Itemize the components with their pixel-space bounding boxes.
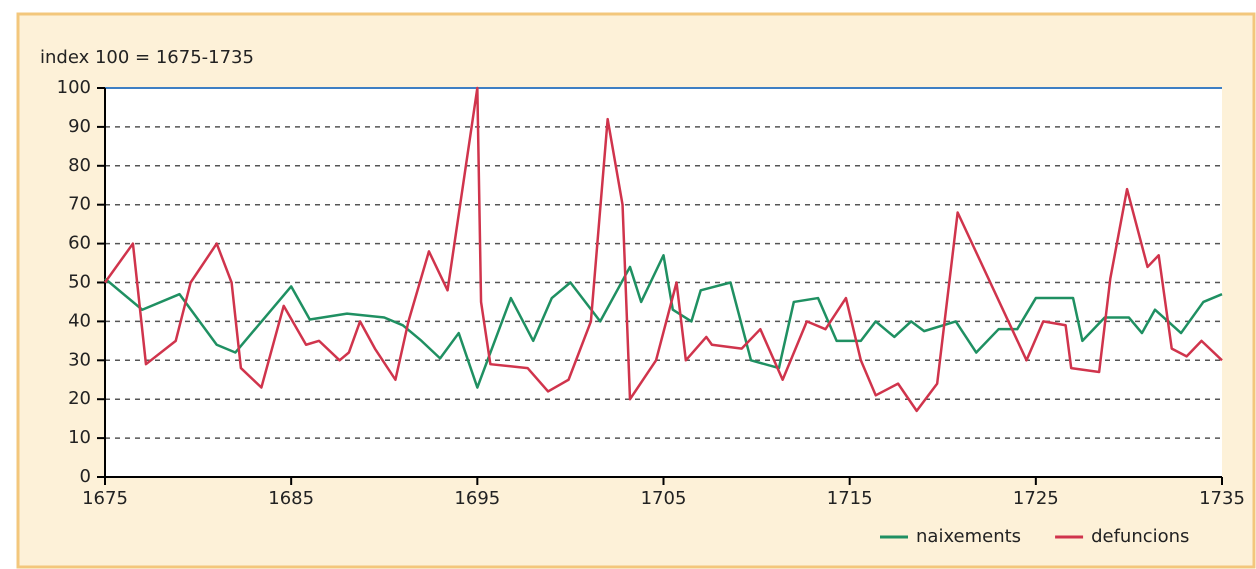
- x-tick-label: 1725: [1013, 488, 1059, 509]
- y-tick-label: 90: [68, 116, 91, 137]
- x-tick-label: 1675: [82, 488, 128, 509]
- legend-label: naixements: [916, 526, 1021, 547]
- y-tick-label: 60: [68, 233, 91, 254]
- y-tick-label: 10: [68, 427, 91, 448]
- y-axis-label: index 100 = 1675-1735: [40, 47, 254, 68]
- y-tick-label: 30: [68, 349, 91, 370]
- y-tick-label: 70: [68, 194, 91, 215]
- y-tick-label: 50: [68, 272, 91, 293]
- plot-area: [105, 88, 1222, 477]
- legend-label: defuncions: [1091, 526, 1189, 547]
- series-line: [104, 254, 1223, 389]
- series-line: [103, 86, 1223, 413]
- y-tick-label: 40: [68, 310, 91, 331]
- x-tick-label: 1705: [641, 488, 687, 509]
- y-tick-label: 100: [57, 77, 91, 98]
- x-tick-label: 1715: [827, 488, 873, 509]
- x-tick-label: 1685: [268, 488, 314, 509]
- x-tick-label: 1695: [454, 488, 500, 509]
- y-tick-label: 0: [80, 466, 91, 487]
- x-tick-label: 1735: [1199, 488, 1245, 509]
- y-tick-label: 20: [68, 388, 91, 409]
- y-tick-label: 80: [68, 155, 91, 176]
